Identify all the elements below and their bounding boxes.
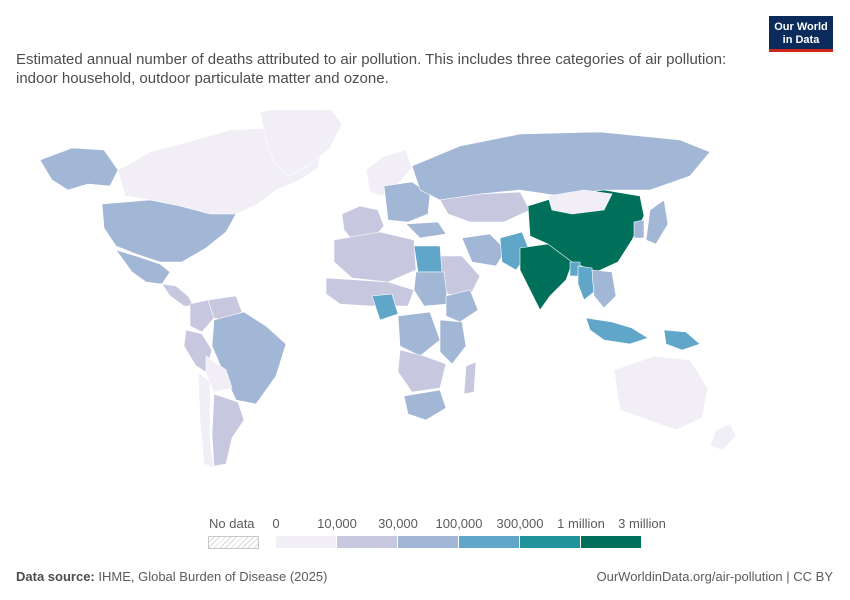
region-korea[interactable]	[633, 219, 645, 239]
region-russia[interactable]	[411, 131, 711, 201]
region-australia[interactable]	[613, 355, 709, 431]
color-legend: No data 0 10,000 30,000 100,000 300,000 1 mil…	[200, 516, 666, 556]
region-greenland[interactable]	[259, 110, 343, 177]
region-sudan[interactable]	[413, 271, 449, 307]
legend-bin-2[interactable]	[337, 536, 398, 548]
legend-bin-4[interactable]	[459, 536, 520, 548]
region-brazil[interactable]	[211, 311, 287, 405]
region-bolivia[interactable]	[205, 355, 233, 393]
region-alaska[interactable]	[39, 147, 119, 191]
legend-tick-label: 1 million	[557, 516, 605, 531]
region-argentina[interactable]	[211, 393, 245, 467]
legend-tick-label: 10,000	[317, 516, 357, 531]
region-north-africa[interactable]	[333, 231, 417, 283]
owid-logo[interactable]: Our World in Data	[769, 16, 833, 52]
region-nigeria[interactable]	[371, 293, 399, 321]
region-new-zealand[interactable]	[709, 423, 737, 451]
legend-no-data-swatch[interactable]	[208, 536, 259, 549]
url-license[interactable]: OurWorldinData.org/air-pollution | CC BY	[596, 569, 833, 584]
legend-bin-3[interactable]	[398, 536, 459, 548]
region-mongolia[interactable]	[547, 189, 613, 215]
region-southern-africa[interactable]	[397, 349, 447, 393]
legend-bin-6[interactable]	[581, 536, 642, 548]
region-scandinavia[interactable]	[365, 149, 413, 197]
region-central-africa[interactable]	[397, 311, 441, 357]
legend-tick-label: 30,000	[378, 516, 418, 531]
legend-tick-label: 100,000	[435, 516, 483, 531]
legend-bin-1[interactable]	[276, 536, 337, 548]
legend-tick-label: 0	[272, 516, 280, 531]
region-egypt[interactable]	[413, 245, 443, 273]
region-iran[interactable]	[461, 233, 507, 267]
region-japan[interactable]	[645, 199, 669, 245]
region-papua-new-guinea[interactable]	[663, 329, 701, 351]
region-myanmar[interactable]	[577, 265, 595, 301]
region-turkey[interactable]	[405, 221, 447, 239]
chart-subtitle: Estimated annual number of deaths attrib…	[16, 51, 727, 87]
region-southeast-asia[interactable]	[591, 269, 617, 309]
region-colombia[interactable]	[189, 299, 215, 333]
region-south-africa[interactable]	[403, 389, 447, 421]
region-chile[interactable]	[197, 371, 215, 469]
region-east-africa[interactable]	[439, 319, 467, 365]
region-kazakhstan[interactable]	[439, 191, 531, 223]
region-united-states[interactable]	[101, 199, 237, 263]
legend-tick-label: 3 million	[618, 516, 666, 531]
world-map[interactable]	[0, 110, 850, 510]
legend-tick-label: 300,000	[496, 516, 544, 531]
logo-line-1: Our World	[774, 21, 828, 33]
region-ethiopia[interactable]	[445, 289, 479, 323]
legend-no-data-label: No data	[209, 516, 255, 531]
region-sahel[interactable]	[325, 277, 415, 307]
logo-line-2: in Data	[782, 34, 820, 46]
data-source: Data source: IHME, Global Burden of Dise…	[16, 569, 327, 584]
data-source-label: Data source:	[16, 569, 95, 584]
region-mexico[interactable]	[115, 249, 171, 285]
region-central-america[interactable]	[161, 283, 195, 307]
region-madagascar[interactable]	[463, 361, 477, 395]
data-source-text[interactable]: IHME, Global Burden of Disease (2025)	[98, 569, 328, 584]
legend-bin-5[interactable]	[520, 536, 581, 548]
region-indonesia[interactable]	[585, 317, 649, 345]
region-eastern-europe[interactable]	[383, 181, 431, 223]
